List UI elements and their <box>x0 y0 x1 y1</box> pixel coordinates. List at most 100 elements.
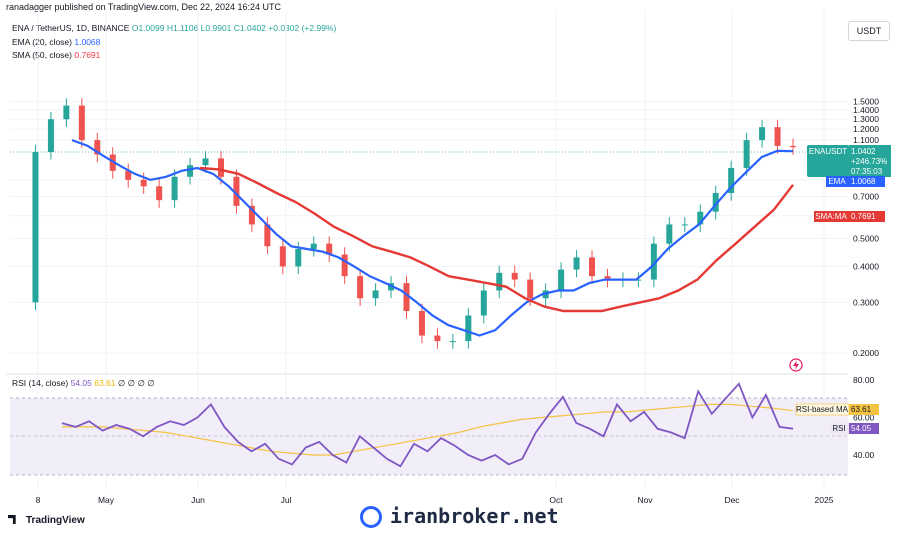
sma-value-box <box>849 211 885 222</box>
watermark-icon <box>360 506 382 528</box>
legend-ohlc: O1.0099 H1.1106 L0.9901 C1.0402 +0.0302 … <box>131 23 337 33</box>
candle-body <box>125 170 132 180</box>
candle-body <box>418 310 425 336</box>
price-tick-label: 1.5000 <box>853 96 879 106</box>
candle-body <box>774 127 781 146</box>
price-tick-label: 0.4000 <box>853 261 879 271</box>
rsi-ma-tag-value: 63.61 <box>851 405 872 414</box>
candle-body <box>94 140 101 155</box>
ema-tag-value: 1.0068 <box>851 177 876 186</box>
sma-line <box>199 166 794 313</box>
price-tag-value: 1.0402 <box>851 147 876 156</box>
time-tick-label: 2025 <box>815 495 834 505</box>
time-tick-label: Jul <box>281 495 292 505</box>
candle-body <box>372 290 379 299</box>
candle-body <box>357 276 364 299</box>
candle-body <box>326 243 333 255</box>
legend-symbol-row: ENA / TetherUS, 1D, BINANCE O1.0099 H1.1… <box>12 22 336 36</box>
price-tag-symbol: ENAUSDT <box>809 147 847 156</box>
candle-body <box>341 254 348 277</box>
legend-ema-label: EMA (20, close) <box>12 36 72 47</box>
rsi-tick-label: 60.00 <box>853 413 875 423</box>
legend-ema-row[interactable]: EMA (20, close) 1.0068 <box>12 36 336 50</box>
rsi-line <box>61 382 794 468</box>
price-tick-label: 1.4000 <box>853 105 879 115</box>
time-tick-label: Jun <box>191 495 205 505</box>
axis-tags: ENAUSDT 1.0402+246.73%07:35:03 EMA 1.0068 SM… <box>795 145 891 434</box>
time-axis[interactable]: 8 May Jun Jul Oct Nov Dec 2025 <box>36 495 834 505</box>
candle-body <box>217 158 224 177</box>
legend-ema-value: 1.0068 <box>74 36 101 47</box>
candle-body <box>697 211 704 225</box>
price-tag-box <box>807 145 849 177</box>
candle-body <box>728 167 735 194</box>
rsi-legend-placeholders: ∅ ∅ ∅ ∅ <box>117 378 155 388</box>
price-tick-label: 0.7000 <box>853 192 879 202</box>
time-tick-label: Oct <box>549 495 563 505</box>
candle-body <box>527 279 534 299</box>
candle-body <box>295 248 302 267</box>
time-tick-label: 8 <box>36 495 41 505</box>
price-tick-label: 1.3000 <box>853 114 879 124</box>
price-tick-label: 0.2000 <box>853 348 879 358</box>
ema-tag-box <box>826 176 849 187</box>
rsi-tick-label: 80.00 <box>853 375 875 385</box>
publisher-line: ranadagger published on TradingView.com,… <box>6 2 282 12</box>
time-tick-label: May <box>98 495 115 505</box>
ema-line <box>71 139 794 337</box>
time-tick-label: Dec <box>724 495 740 505</box>
candle-body <box>233 176 240 206</box>
rsi-ma-line <box>62 403 794 456</box>
candle-body <box>156 186 163 201</box>
candle-body <box>434 335 441 342</box>
tradingview-logo[interactable]: TradingView <box>8 515 85 526</box>
price-tick-label: 0.3000 <box>853 297 879 307</box>
legend-sma-value: 0.7691 <box>74 50 101 60</box>
price-plot <box>32 98 796 349</box>
candle-body <box>496 272 503 291</box>
candle-body <box>712 193 719 212</box>
legend-sma-label: SMA (50, close) <box>12 50 72 60</box>
candle-body <box>47 119 54 152</box>
candle-body <box>63 105 70 120</box>
candle-body <box>140 179 147 187</box>
candle-body <box>202 158 209 166</box>
candle-body <box>248 205 255 225</box>
time-tick-label: Nov <box>637 495 653 505</box>
lightning-icon[interactable] <box>789 358 803 372</box>
sma-tag-value: 0.7691 <box>851 212 876 221</box>
candle-body <box>604 276 611 280</box>
candle-body <box>310 243 317 249</box>
price-tag-value-box <box>849 145 891 177</box>
candle-body <box>681 224 688 226</box>
legend-sma-row[interactable]: SMA (50, close) 0.7691 <box>12 49 336 63</box>
candle-body <box>449 341 456 343</box>
rsi-plot <box>61 382 794 468</box>
tradingview-logo-icon <box>8 515 16 524</box>
rsi-axis[interactable]: 80.00 60.00 40.00 <box>853 375 875 460</box>
watermark-text: iranbroker.net <box>390 504 559 528</box>
price-tag-countdown: 07:35:03 <box>851 167 883 176</box>
candle-body <box>264 224 271 247</box>
candle-body <box>279 246 286 267</box>
legend-symbol[interactable]: ENA / TetherUS, 1D, BINANCE <box>12 23 130 33</box>
candle-body <box>650 243 657 280</box>
rsi-ma-tag-label: RSI-based MA <box>796 405 849 414</box>
candle-body <box>480 290 487 316</box>
sma-tag-label: SMA:MA <box>815 212 847 221</box>
price-axis[interactable]: 1.50001.40001.30001.20001.10000.80000.70… <box>853 96 879 358</box>
candle-body <box>78 105 85 141</box>
currency-selector-button[interactable]: USDT <box>848 21 890 41</box>
candle-body <box>790 145 796 148</box>
rsi-legend-label: RSI (14, close) <box>12 378 69 388</box>
rsi-legend[interactable]: RSI (14, close) 54.05 63.61 ∅ ∅ ∅ ∅ <box>12 378 155 389</box>
rsi-legend-value: 54.05 <box>70 378 92 388</box>
candle-body <box>759 127 766 141</box>
candle-body <box>403 283 410 311</box>
chart-legend: ENA / TetherUS, 1D, BINANCE O1.0099 H1.1… <box>12 22 336 63</box>
candle-body <box>573 257 580 270</box>
candle-body <box>32 152 39 303</box>
watermark: iranbroker.net <box>360 504 559 528</box>
candle-body <box>465 315 472 342</box>
